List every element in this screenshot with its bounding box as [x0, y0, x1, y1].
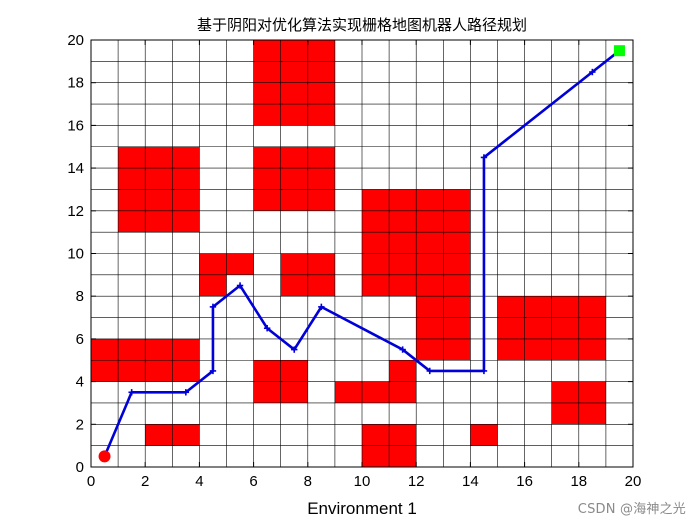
x-tick-label: 2	[141, 473, 149, 490]
obstacle-block	[253, 146, 335, 211]
obstacle-block	[389, 360, 417, 382]
obstacle-block	[199, 274, 227, 297]
path-point	[209, 303, 217, 311]
path-point	[209, 367, 217, 375]
path-point	[589, 68, 596, 76]
y-tick-label: 18	[67, 75, 84, 92]
y-tick-label: 10	[67, 246, 84, 263]
y-tick-label: 12	[67, 203, 84, 220]
goal-marker	[613, 45, 625, 57]
x-tick-label: 18	[570, 473, 587, 490]
x-tick-label: 20	[625, 473, 642, 490]
path-point	[236, 282, 244, 289]
x-tick-label: 14	[462, 473, 479, 490]
watermark: CSDN @海神之光	[577, 502, 686, 517]
x-tick-label: 6	[249, 473, 257, 490]
x-tick-label: 0	[87, 473, 95, 490]
x-tick-label: 8	[304, 473, 312, 490]
y-tick-label: 8	[76, 288, 84, 305]
y-tick-label: 0	[76, 459, 84, 476]
obstacle-block	[334, 381, 417, 403]
y-tick-label: 14	[67, 160, 84, 177]
path-point	[128, 389, 135, 396]
x-tick-label: 4	[195, 473, 203, 490]
y-tick-label: 6	[76, 331, 84, 348]
y-tick-label: 20	[67, 32, 84, 49]
chart-title: 基于阴阳对优化算法实现栅格地图机器人路径规划	[197, 16, 527, 34]
y-tick-label: 4	[76, 374, 84, 391]
x-tick-label: 16	[516, 473, 533, 490]
x-tick-label: 12	[408, 473, 425, 490]
path-point	[318, 303, 325, 311]
y-tick-label: 16	[67, 117, 84, 134]
x-axis-label: Environment 1	[307, 499, 417, 518]
tick-layer: 0 2 4 6 8 10 12 14 16 18 20 0 2 4 6 8 10 12 14 16 18 20	[67, 32, 641, 490]
path-point	[426, 367, 433, 375]
path-point	[291, 346, 298, 353]
path-point	[263, 325, 271, 332]
start-marker	[98, 450, 111, 463]
path-point	[399, 346, 406, 353]
y-tick-label: 2	[76, 416, 84, 433]
marker-layer	[98, 45, 625, 463]
path-point	[480, 367, 488, 375]
x-tick-label: 10	[354, 473, 371, 490]
path-point	[182, 389, 190, 396]
path-point	[480, 154, 488, 161]
obstacle-block	[470, 424, 498, 446]
